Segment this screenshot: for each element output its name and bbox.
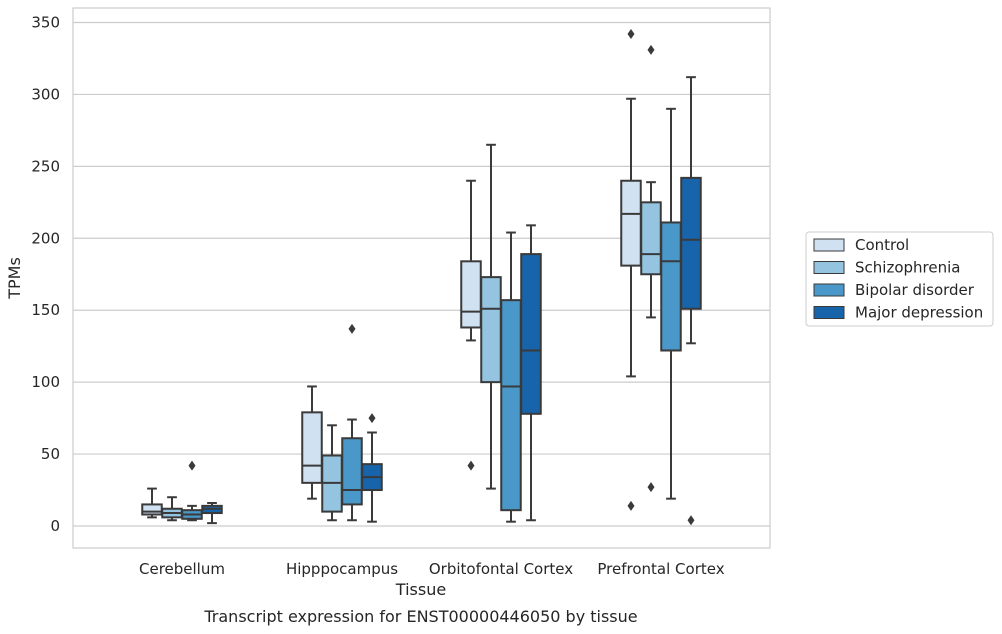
box-2-series-2 (321, 424, 343, 522)
box-3-series-4 (520, 224, 542, 522)
x-tick-label-3: Orbitofontal Cortex (429, 560, 573, 578)
box-2-series-4 (361, 413, 383, 523)
y-tick-labels: 0 50 100 150 200 250 300 350 (31, 14, 60, 536)
box-1-series-4 (201, 501, 223, 525)
chart-caption: Transcript expression for ENST0000044605… (203, 607, 637, 626)
y-tick-label-250: 250 (31, 157, 60, 175)
box-1-series-2 (161, 496, 183, 522)
x-tick-label-2: Hipppocampus (286, 560, 398, 578)
box-3-series-2 (480, 143, 502, 490)
y-tick-label-300: 300 (31, 85, 60, 103)
x-axis-label: Tissue (395, 580, 446, 599)
legend: Control Schizophrenia Bipolar disorder Majo… (805, 231, 994, 327)
outlier-point-2 (627, 500, 635, 511)
box-body (520, 253, 542, 415)
legend-swatch-3 (813, 283, 845, 297)
box-body (500, 299, 522, 512)
box-3-series-1 (460, 179, 482, 471)
boxes-layer (141, 29, 702, 526)
x-tick-label-4: Prefrontal Cortex (597, 560, 724, 578)
box-4-series-2 (640, 44, 662, 493)
box-1-series-3 (181, 460, 203, 522)
y-tick-label-200: 200 (31, 229, 60, 247)
box-4-series-1 (620, 29, 642, 511)
box-2-series-1 (301, 385, 323, 500)
box-3-series-3 (500, 231, 522, 523)
legend-swatch-4 (813, 306, 845, 319)
legend-label-2: Schizophrenia (855, 259, 960, 277)
outlier-point-1 (348, 323, 356, 334)
outlier-point-1 (687, 515, 695, 526)
legend-swatch-2 (813, 261, 845, 274)
plot-frame (72, 7, 771, 549)
legend-frame (805, 231, 994, 327)
grid-layer (73, 21, 770, 527)
box-body (301, 411, 323, 484)
box-body (620, 179, 642, 267)
box-body (660, 221, 682, 352)
box-body (460, 260, 482, 329)
box-4-series-4 (680, 76, 702, 526)
y-tick-label-150: 150 (31, 301, 60, 319)
y-axis-label: TPMs (5, 257, 24, 300)
legend-swatch-1 (813, 238, 845, 252)
outlier-point-1 (627, 29, 635, 40)
box-body (640, 201, 662, 276)
box-2-series-3 (341, 323, 363, 522)
legend-label-4: Major depression (855, 304, 983, 322)
x-tick-label-1: Cerebellum (139, 560, 225, 578)
y-tick-label-50: 50 (41, 445, 60, 463)
legend-label-3: Bipolar disorder (855, 281, 975, 299)
box-body (341, 437, 363, 506)
legend-items: Control Schizophrenia Bipolar disorder Majo… (813, 236, 983, 322)
y-tick-label-350: 350 (31, 14, 60, 32)
outlier-point-1 (467, 460, 475, 471)
box-1-series-1 (141, 487, 163, 519)
outlier-point-2 (647, 482, 655, 493)
legend-label-1: Control (855, 236, 909, 254)
x-tick-labels: Cerebellum Hipppocampus Orbitofontal Corte… (139, 560, 725, 578)
outlier-point-1 (647, 44, 655, 55)
box-body (480, 276, 502, 384)
outlier-point-1 (188, 460, 196, 471)
y-tick-label-0: 0 (50, 517, 60, 535)
box-4-series-3 (660, 107, 682, 500)
outlier-point-1 (368, 413, 376, 424)
box-body (141, 503, 163, 516)
y-tick-label-100: 100 (31, 373, 60, 391)
box-body (680, 176, 702, 310)
